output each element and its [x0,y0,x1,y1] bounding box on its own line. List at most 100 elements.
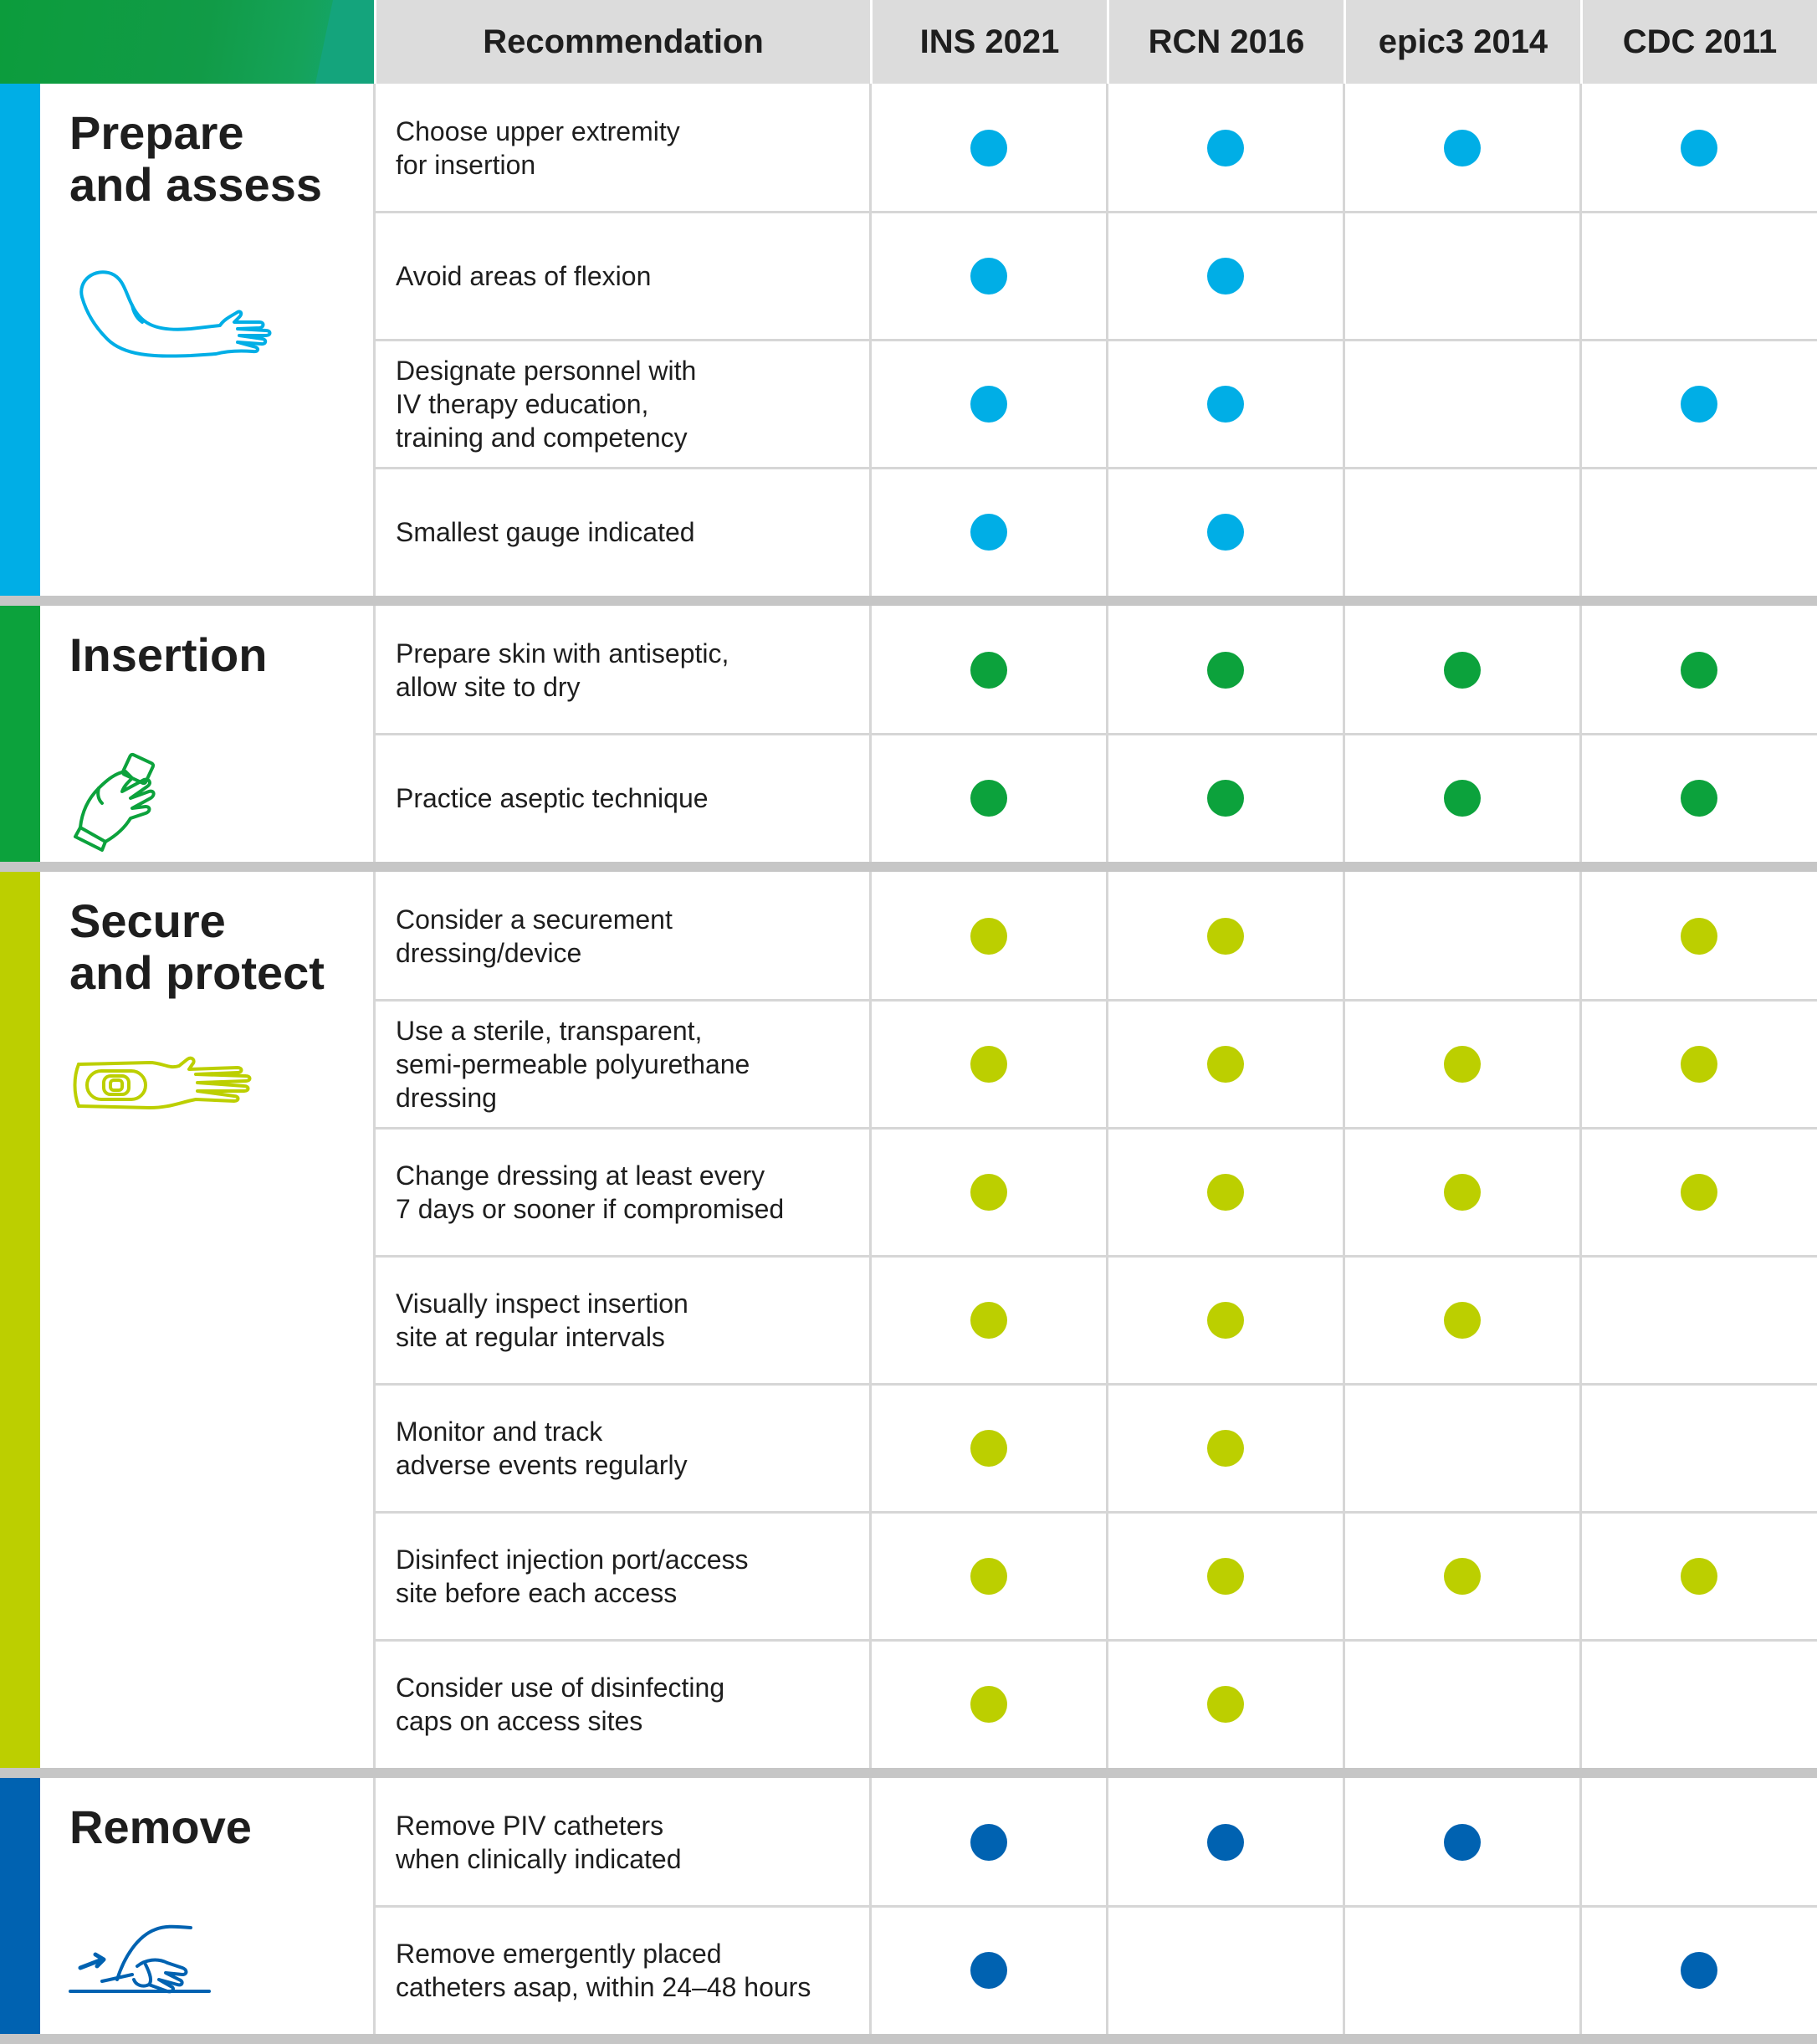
recommendation-text: Prepare skin with antiseptic, allow site… [396,638,729,702]
dressed-arm-icon [70,1048,263,1127]
section-color-bar [0,606,40,862]
row-divider [374,1127,1817,1130]
guideline-dot-rcn-2016 [1206,1045,1244,1083]
guideline-dot-ins-2021 [970,779,1007,817]
recommendation-text: Designate personnel with IV therapy educ… [396,355,697,453]
section-panel-remove: Remove [40,1778,374,2034]
section-title: Remove [69,1801,252,1853]
guideline-dot-epic3-2014 [1443,651,1481,689]
guideline-dot-cdc-2011 [1680,779,1717,817]
header-cdc-2011: CDC 2011 [1580,0,1817,84]
row-divider [374,1255,1817,1258]
column-divider [373,84,376,596]
section-separator [0,1768,1817,1778]
recommendation-text: Change dressing at least every 7 days or… [396,1160,785,1224]
guideline-dot-epic3-2014 [1443,1173,1481,1211]
guideline-dot-ins-2021 [970,1173,1007,1211]
recommendation-text: Visually inspect insertion site at regul… [396,1288,688,1352]
guideline-dot-rcn-2016 [1206,1557,1244,1595]
arm-icon [74,264,274,377]
guideline-dot-ins-2021 [970,1823,1007,1861]
guideline-dot-cdc-2011 [1680,1951,1717,1989]
column-divider [1579,606,1582,862]
guideline-dot-cdc-2011 [1680,385,1717,423]
recommendation-text: Remove PIV catheters when clinically ind… [396,1810,682,1874]
guideline-dot-cdc-2011 [1680,1557,1717,1595]
column-divider [1343,606,1345,862]
guideline-dot-ins-2021 [970,1951,1007,1989]
guideline-dot-ins-2021 [970,129,1007,166]
guideline-dot-epic3-2014 [1443,1045,1481,1083]
recommendation-text: Practice aseptic technique [396,782,709,813]
section-separator [0,862,1817,872]
guideline-dot-rcn-2016 [1206,1685,1244,1723]
section-panel-secure: Secure and protect [40,872,374,1768]
guideline-dot-ins-2021 [970,257,1007,295]
section-panel-insertion: Insertion [40,606,374,862]
guideline-dot-ins-2021 [970,1301,1007,1339]
column-divider [1106,606,1108,862]
header-recommendation: Recommendation [374,0,870,84]
column-divider [1579,84,1582,596]
section-separator [0,596,1817,606]
row-divider [374,1383,1817,1386]
guideline-dot-rcn-2016 [1206,257,1244,295]
recommendation-text: Consider use of disinfecting caps on acc… [396,1672,725,1736]
row-divider [374,339,1817,341]
guideline-dot-ins-2021 [970,1685,1007,1723]
guideline-dot-ins-2021 [970,513,1007,551]
section-title: Insertion [69,628,268,681]
header-corner-gradient [0,0,374,84]
guideline-dot-ins-2021 [970,1557,1007,1595]
column-divider [1106,84,1108,596]
recommendation-text: Consider a securement dressing/device [396,904,673,968]
section-panel-prepare: Prepare and assess [40,84,374,596]
guideline-dot-cdc-2011 [1680,129,1717,166]
guideline-dot-rcn-2016 [1206,1823,1244,1861]
column-divider [869,1778,872,2034]
section-title: Prepare and assess [69,106,322,211]
row-divider [374,1905,1817,1908]
row-divider [374,211,1817,213]
guideline-dot-ins-2021 [970,651,1007,689]
recommendation-text: Disinfect injection port/access site bef… [396,1544,749,1608]
column-divider [373,606,376,862]
recommendation-text: Choose upper extremity for insertion [396,115,680,180]
section-separator [0,2034,1817,2044]
column-divider [1343,872,1345,1768]
column-divider [373,872,376,1768]
guideline-dot-rcn-2016 [1206,1429,1244,1467]
column-divider [869,84,872,596]
column-divider [869,872,872,1768]
guideline-dot-cdc-2011 [1680,1173,1717,1211]
section-color-bar [0,1778,40,2034]
section-title: Secure and protect [69,894,325,999]
column-divider [1343,84,1345,596]
column-divider [1106,872,1108,1768]
row-divider [374,1511,1817,1514]
column-divider [1343,1778,1345,2034]
guideline-dot-rcn-2016 [1206,651,1244,689]
guideline-dot-epic3-2014 [1443,1823,1481,1861]
header-epic3-2014: epic3 2014 [1344,0,1580,84]
guideline-dot-ins-2021 [970,385,1007,423]
recommendation-text: Monitor and track adverse events regular… [396,1416,688,1480]
section-color-bar [0,84,40,596]
recommendation-text: Remove emergently placed catheters asap,… [396,1938,811,2002]
column-divider [869,606,872,862]
guideline-dot-rcn-2016 [1206,1173,1244,1211]
guideline-dot-epic3-2014 [1443,1301,1481,1339]
guideline-dot-rcn-2016 [1206,129,1244,166]
row-divider [374,999,1817,1002]
recommendation-text: Avoid areas of flexion [396,260,652,291]
guideline-dot-ins-2021 [970,917,1007,955]
guideline-dot-ins-2021 [970,1045,1007,1083]
guideline-dot-cdc-2011 [1680,1045,1717,1083]
header-ins-2021: INS 2021 [870,0,1107,84]
column-divider [373,1778,376,2034]
guideline-dot-rcn-2016 [1206,513,1244,551]
guideline-dot-cdc-2011 [1680,917,1717,955]
column-divider [1579,1778,1582,2034]
gloved-hand-icon [64,748,172,861]
